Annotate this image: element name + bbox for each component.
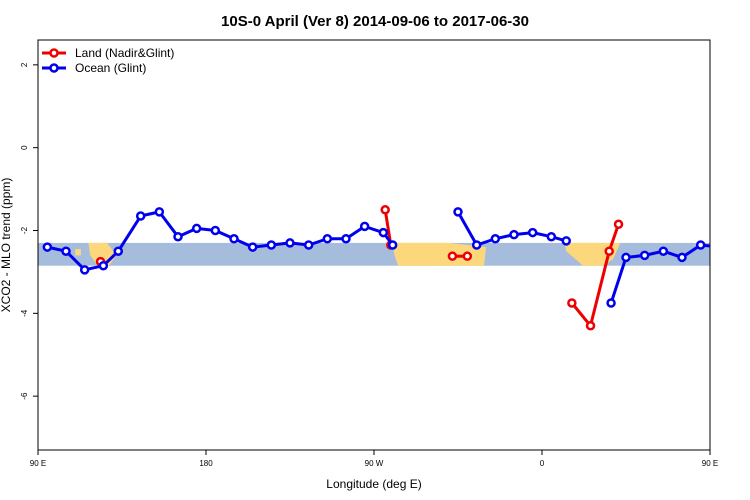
y-tick-label: -4 — [20, 309, 29, 317]
ocean-data-point — [98, 260, 109, 271]
x-tick-label: 90 E — [702, 459, 718, 468]
x-tick-label: 180 — [199, 459, 213, 468]
ocean-data-point — [527, 227, 538, 238]
ocean-data-point — [546, 231, 557, 242]
ocean-data-point — [378, 227, 389, 238]
legend-ocean-label: Ocean (Glint) — [75, 61, 146, 75]
y-tick-label: 0 — [20, 145, 29, 150]
land-data-point — [585, 321, 596, 331]
ocean-data-point — [154, 207, 165, 217]
ocean-data-point — [387, 240, 398, 250]
ocean-data-point — [303, 240, 314, 250]
ocean-data-point — [266, 240, 277, 250]
y-tick-label: -2 — [20, 226, 29, 234]
land-data-point — [567, 298, 577, 308]
x-axis-label: Longitude (deg E) — [326, 477, 421, 491]
series-layer — [42, 205, 742, 331]
ocean-data-point — [61, 246, 71, 256]
ocean-series-line — [609, 243, 710, 304]
land-data-point — [462, 251, 473, 261]
land-data-point — [604, 246, 614, 256]
y-axis-label: XCO2 - MLO trend (ppm) — [0, 178, 13, 313]
ocean-data-point — [509, 229, 519, 240]
ocean-data-point — [229, 234, 239, 244]
x-tick-label: 0 — [540, 459, 545, 468]
y-tick-label: 2 — [20, 62, 29, 67]
ocean-data-point — [621, 252, 631, 263]
ocean-data-point — [285, 238, 295, 248]
ocean-data-point — [191, 223, 202, 234]
ocean-data-point — [135, 211, 146, 221]
ocean-data-point — [695, 240, 706, 250]
ocean-data-point — [639, 250, 650, 261]
chart-title: 10S-0 April (Ver 8) 2014-09-06 to 2017-0… — [221, 13, 529, 30]
ocean-data-point — [210, 225, 221, 236]
y-axis: 2 0 -2 -4 -6 — [20, 62, 38, 400]
ocean-data-point — [359, 221, 370, 232]
ocean-data-point — [173, 231, 183, 242]
ocean-data-point — [42, 242, 53, 252]
land-data-point — [380, 205, 390, 215]
land-mass — [744, 243, 750, 256]
ocean-data-point — [113, 246, 124, 256]
ocean-data-point — [735, 250, 742, 257]
ocean-data-point — [606, 298, 616, 308]
legend-ocean-marker — [49, 63, 59, 73]
land-mass — [392, 242, 486, 266]
land-mass — [75, 249, 81, 256]
x-tick-label: 90 W — [365, 459, 384, 468]
land-ocean-band — [38, 242, 750, 266]
legend: Land (Nadir&Glint)Ocean (Glint) — [42, 46, 174, 75]
land-series-line — [570, 223, 620, 328]
ocean-band — [38, 242, 710, 266]
ocean-data-point — [561, 236, 572, 246]
ocean-data-point — [247, 242, 258, 252]
legend-land-marker — [49, 48, 59, 58]
ocean-data-point — [322, 234, 333, 244]
x-axis: 90 E 180 90 W 0 90 E — [30, 450, 718, 468]
ocean-data-point — [716, 244, 723, 251]
x-tick-label: 90 E — [30, 459, 46, 468]
ocean-data-point — [490, 234, 501, 244]
ocean-data-point — [677, 252, 687, 263]
ocean-data-point — [658, 246, 669, 256]
ocean-data-point — [341, 234, 351, 244]
land-data-point — [447, 251, 458, 261]
y-tick-label: -6 — [20, 392, 29, 400]
ocean-data-point — [79, 265, 90, 275]
land-data-point — [613, 219, 624, 230]
legend-land-label: Land (Nadir&Glint) — [75, 46, 174, 60]
ocean-data-point — [453, 207, 463, 217]
ocean-data-point — [471, 240, 482, 250]
